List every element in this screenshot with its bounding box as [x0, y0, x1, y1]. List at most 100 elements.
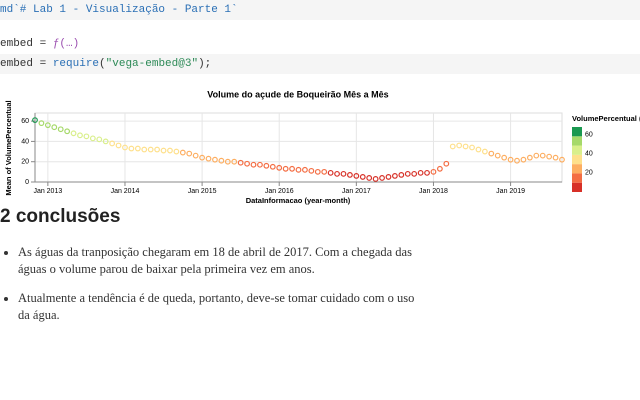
legend-swatch — [572, 145, 582, 155]
point — [102, 138, 109, 145]
point — [199, 154, 205, 161]
legend-swatch — [572, 154, 582, 165]
point — [314, 168, 321, 175]
point — [462, 143, 469, 150]
point — [134, 145, 141, 152]
point — [392, 173, 398, 179]
point — [83, 133, 90, 140]
section-title: 2 conclusões — [0, 206, 121, 227]
point — [109, 140, 116, 147]
point — [417, 169, 424, 176]
y-axis-title: Mean of VolumePercentual — [4, 100, 13, 195]
point — [224, 158, 231, 165]
point — [372, 176, 379, 182]
code-cell[interactable]: embed = ƒ(…) — [0, 34, 640, 54]
legend-label: 20 — [585, 170, 593, 177]
point — [404, 170, 411, 177]
point — [501, 154, 508, 161]
point — [32, 117, 38, 124]
x-tick-label: Jan 2016 — [265, 188, 294, 195]
code: embed = — [0, 38, 53, 50]
bullet: As águas da tranposição chegaram em 18 d… — [18, 244, 418, 278]
point — [160, 147, 167, 154]
point — [424, 169, 430, 176]
point — [308, 167, 315, 174]
code: ( — [99, 58, 106, 70]
code: ); — [198, 58, 212, 70]
point — [321, 168, 328, 175]
point — [237, 159, 244, 166]
code-cell[interactable]: md`# Lab 1 - Visualização - Parte 1` — [0, 0, 640, 20]
point — [38, 120, 45, 127]
legend-swatch — [572, 173, 582, 183]
point — [347, 171, 353, 178]
point — [353, 173, 360, 179]
point — [57, 126, 64, 133]
point — [96, 136, 103, 143]
point — [89, 135, 96, 142]
point — [263, 162, 270, 169]
point — [51, 124, 58, 131]
point — [449, 143, 456, 150]
point — [546, 153, 553, 160]
point — [70, 130, 77, 137]
point — [276, 164, 283, 171]
x-tick-label: Jan 2019 — [496, 188, 525, 195]
point — [430, 168, 437, 175]
y-tick-label: 40 — [21, 138, 29, 145]
chart: Volume do açude de Boqueirão Mês a Mês D… — [4, 89, 640, 205]
legend-title: VolumePercentual (I — [572, 114, 640, 123]
point — [212, 156, 218, 163]
point — [218, 157, 225, 164]
point — [469, 144, 475, 151]
point — [436, 165, 443, 172]
point — [520, 156, 527, 163]
bullet: Atualmente a tendência é de queda, porta… — [18, 290, 418, 324]
bullet-list: As águas da tranposição chegaram em 18 d… — [0, 244, 418, 336]
point — [282, 165, 289, 172]
point — [366, 175, 373, 181]
point — [128, 145, 135, 152]
legend-swatch — [572, 136, 582, 146]
chart-title: Volume do açude de Boqueirão Mês a Mês — [207, 89, 388, 99]
point — [295, 166, 302, 173]
code: ƒ(…) — [52, 38, 80, 50]
code: md`# Lab 1 - Visualização - Parte 1` — [0, 4, 238, 16]
point — [398, 171, 405, 178]
point — [559, 156, 565, 163]
x-tick-label: Jan 2013 — [33, 188, 62, 195]
legend-label: 40 — [585, 151, 593, 158]
y-tick-label: 0 — [25, 179, 29, 186]
point — [147, 146, 154, 153]
point — [327, 169, 334, 176]
point — [44, 122, 51, 129]
point — [359, 174, 366, 180]
y-tick-label: 60 — [21, 118, 29, 125]
code: embed = — [0, 58, 53, 70]
point — [167, 147, 173, 154]
point — [488, 150, 495, 157]
point — [186, 150, 193, 157]
code-cell[interactable]: embed = require("vega-embed@3"); — [0, 54, 640, 74]
point — [507, 156, 514, 163]
point — [533, 152, 540, 159]
point — [179, 149, 186, 156]
point — [443, 160, 450, 167]
point — [250, 161, 257, 168]
point — [552, 154, 559, 161]
point — [77, 132, 83, 139]
x-tick-label: Jan 2015 — [188, 188, 217, 195]
legend-swatch — [572, 182, 582, 192]
legend-label: 60 — [585, 131, 593, 138]
point — [475, 146, 482, 153]
point — [122, 144, 128, 151]
point — [257, 161, 263, 168]
point — [141, 146, 148, 153]
point — [192, 152, 199, 159]
point — [269, 163, 276, 170]
point — [456, 142, 463, 149]
point — [173, 148, 180, 155]
point — [526, 154, 533, 161]
x-tick-label: Jan 2017 — [342, 188, 371, 195]
point — [154, 146, 161, 153]
